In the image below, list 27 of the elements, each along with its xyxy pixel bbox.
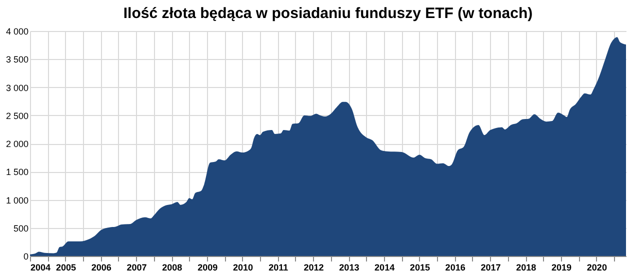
x-tick-label: 2019: [552, 262, 572, 272]
x-tick-label: 2018: [516, 262, 536, 272]
x-tick-label: 2015: [410, 262, 430, 272]
x-tick-label: 2008: [162, 262, 182, 272]
y-tick-label: 3 000: [6, 82, 28, 93]
y-tick-label: 2 000: [6, 139, 28, 149]
chart-title: Ilość złota będąca w posiadaniu funduszy ETF (w tonach): [123, 5, 533, 22]
y-tick-label: 1 500: [6, 167, 28, 178]
y-tick-label: 2 500: [6, 110, 28, 121]
x-tick-label: 2004: [30, 262, 51, 272]
x-tick-label: 2005: [56, 262, 76, 272]
y-tick-label: 3 500: [6, 54, 28, 65]
x-tick-label: 2011: [268, 262, 288, 272]
y-tick-label: 0: [23, 252, 28, 262]
y-tick-label: 4 000: [6, 26, 28, 36]
x-tick-label: 2006: [91, 262, 112, 272]
x-tick-label: 2009: [198, 262, 218, 272]
x-tick-label: 2012: [304, 262, 324, 272]
y-tick-label: 1 000: [6, 195, 28, 206]
y-tick-label: 500: [13, 223, 28, 234]
x-tick-label: 2017: [480, 262, 501, 272]
x-tick-label: 2016: [445, 262, 466, 272]
x-tick-label: 2014: [374, 262, 395, 272]
x-tick-label: 2010: [232, 262, 253, 272]
x-tick-label: 2013: [339, 262, 360, 272]
x-tick-label: 2007: [126, 262, 147, 272]
x-tick-label: 2020: [586, 262, 607, 272]
